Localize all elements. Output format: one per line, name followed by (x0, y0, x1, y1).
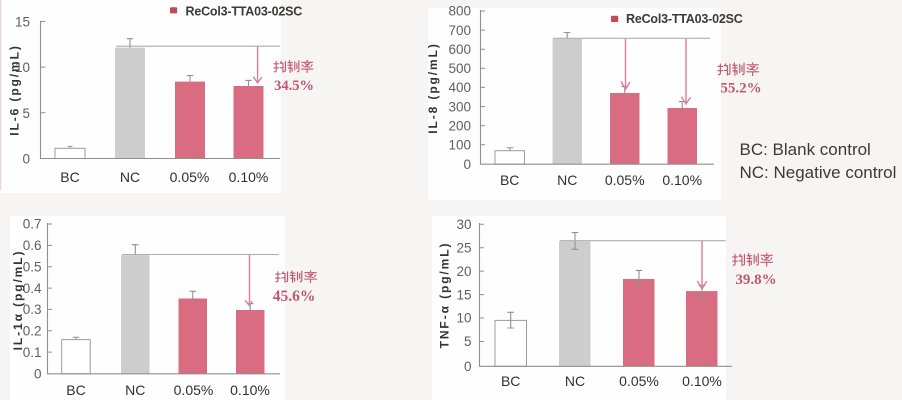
svg-text:ReCol3-TTA03-02SC: ReCol3-TTA03-02SC (626, 12, 743, 26)
svg-text:45.6%: 45.6% (273, 288, 316, 305)
svg-text:0.10%: 0.10% (229, 169, 269, 185)
svg-text:BC: BC (66, 382, 85, 398)
svg-text:0.05%: 0.05% (170, 169, 210, 185)
svg-text:20: 20 (456, 264, 471, 279)
svg-text:5: 5 (22, 106, 30, 121)
svg-text:200: 200 (448, 118, 471, 133)
svg-text:500: 500 (448, 61, 471, 76)
svg-text:BC: BC (500, 172, 519, 188)
svg-text:300: 300 (448, 99, 471, 114)
svg-text:0.3: 0.3 (23, 302, 42, 317)
svg-text:0: 0 (34, 367, 42, 382)
svg-text:0.10%: 0.10% (662, 172, 702, 188)
svg-text:0.10%: 0.10% (230, 382, 270, 398)
svg-text:10: 10 (456, 311, 471, 326)
svg-text:BC: Blank control: BC: Blank control (740, 140, 871, 159)
svg-text:0.05%: 0.05% (174, 382, 214, 398)
svg-text:NC: Negative control: NC: Negative control (740, 163, 897, 182)
svg-text:BC: BC (60, 169, 79, 185)
svg-text:0.05%: 0.05% (605, 172, 645, 188)
svg-text:10: 10 (15, 60, 30, 75)
svg-text:IL-8 (pg/mL): IL-8 (pg/mL) (426, 42, 440, 133)
svg-text:15: 15 (456, 287, 471, 302)
svg-text:800: 800 (448, 4, 471, 19)
svg-text:25: 25 (456, 240, 471, 255)
svg-text:0.2: 0.2 (23, 324, 42, 339)
svg-text:0: 0 (22, 152, 30, 167)
svg-text:TNF-α (pg/mL): TNF-α (pg/mL) (438, 242, 452, 349)
svg-text:NC: NC (565, 373, 585, 389)
svg-text:NC: NC (125, 382, 145, 398)
svg-text:NC: NC (120, 169, 140, 185)
svg-text:NC: NC (557, 172, 577, 188)
svg-text:100: 100 (448, 138, 471, 153)
svg-text:0.6: 0.6 (23, 238, 42, 253)
svg-text:0: 0 (463, 157, 471, 172)
svg-text:ReCol3-TTA03-02SC: ReCol3-TTA03-02SC (186, 5, 303, 19)
svg-text:0.10%: 0.10% (682, 373, 722, 389)
svg-text:0.1: 0.1 (23, 345, 42, 360)
svg-text:400: 400 (448, 80, 471, 95)
svg-text:5: 5 (464, 334, 472, 349)
svg-text:55.2%: 55.2% (720, 81, 761, 97)
svg-text:0.4: 0.4 (23, 281, 42, 296)
svg-text:15: 15 (15, 14, 30, 29)
svg-text:0.5: 0.5 (23, 259, 42, 274)
svg-text:600: 600 (448, 42, 471, 57)
svg-text:IL-6 (pg/mL): IL-6 (pg/mL) (8, 44, 22, 135)
svg-text:0.05%: 0.05% (619, 373, 659, 389)
svg-text:0.7: 0.7 (23, 217, 42, 232)
svg-text:IL-1α (pg/mL): IL-1α (pg/mL) (11, 250, 25, 351)
svg-text:BC: BC (501, 373, 520, 389)
svg-text:39.8%: 39.8% (735, 272, 776, 288)
svg-text:30: 30 (456, 217, 471, 232)
svg-text:0: 0 (464, 359, 472, 374)
svg-text:700: 700 (448, 23, 471, 38)
svg-text:34.5%: 34.5% (274, 78, 314, 94)
